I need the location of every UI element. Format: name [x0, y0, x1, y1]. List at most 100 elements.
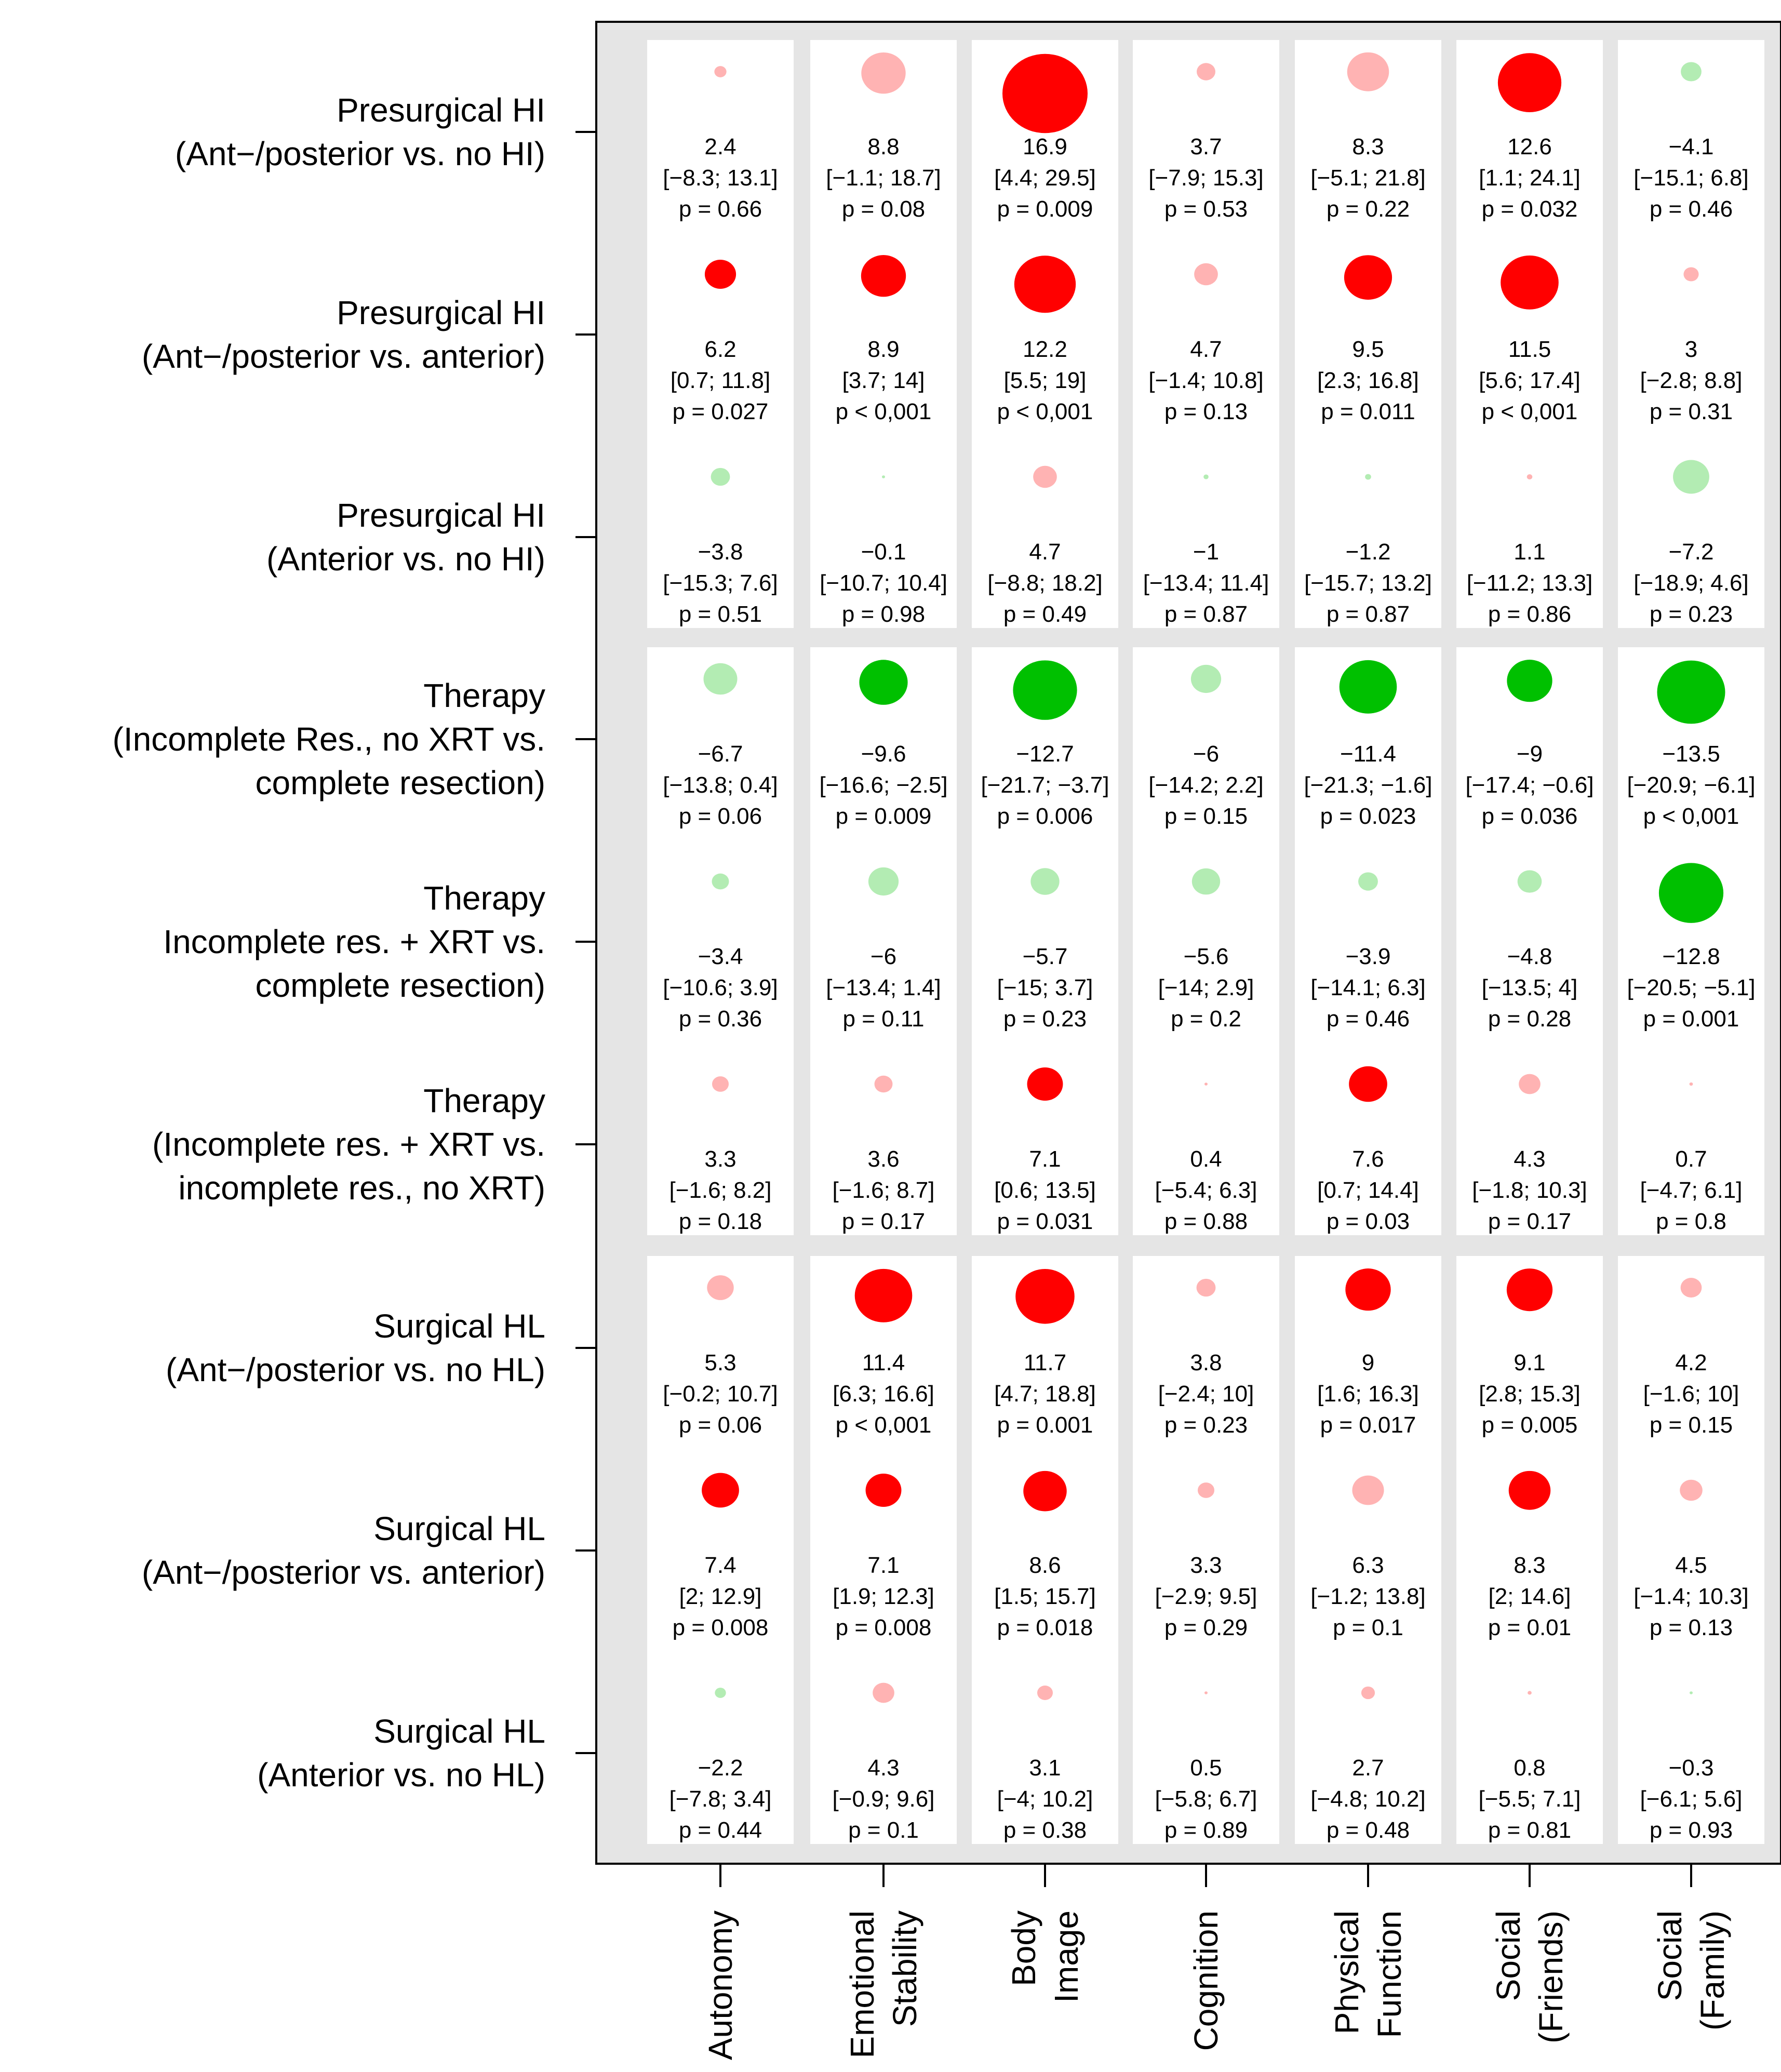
estimate-label: 3.7 [1190, 134, 1222, 159]
effect-bubble [1526, 474, 1533, 479]
effect-bubble [1204, 1691, 1208, 1694]
p-value-label: p = 0.13 [1164, 399, 1248, 424]
estimate-label: −0.1 [861, 539, 906, 565]
cell-strip [1456, 1256, 1603, 1844]
effect-bubble [1002, 54, 1088, 133]
ci-label: [−11.2; 13.3] [1467, 570, 1593, 596]
ci-label: [−4.7; 6.1] [1640, 1178, 1743, 1203]
estimate-label: −1 [1193, 539, 1219, 565]
p-value-label: p = 0.001 [997, 1412, 1093, 1438]
ci-label: [6.3; 16.6] [833, 1381, 934, 1407]
ci-label: [−21.3; −1.6] [1304, 772, 1432, 798]
row-label: Presurgical HI [337, 294, 545, 331]
estimate-label: 12.6 [1507, 134, 1552, 159]
ci-label: [−2.9; 9.5] [1155, 1584, 1257, 1609]
ci-label: [−18.9; 4.6] [1633, 570, 1748, 596]
ci-label: [−7.8; 3.4] [669, 1786, 772, 1812]
column-label: Image [1048, 1910, 1085, 2003]
estimate-label: 1.1 [1514, 539, 1545, 565]
estimate-label: 0.8 [1514, 1755, 1545, 1781]
p-value-label: p = 0.15 [1650, 1412, 1733, 1438]
cell-strip [1618, 647, 1764, 1235]
ci-label: [0.7; 11.8] [671, 368, 770, 393]
column-label: (Family) [1694, 1910, 1731, 2030]
ci-label: [−2.8; 8.8] [1640, 368, 1743, 393]
effect-bubble [1347, 52, 1389, 91]
effect-bubble [1191, 868, 1221, 895]
p-value-label: p = 0.11 [843, 1006, 925, 1032]
effect-bubble [1014, 256, 1076, 313]
effect-bubble [859, 660, 908, 705]
effect-bubble [1030, 868, 1060, 895]
cell-strip [1295, 647, 1441, 1235]
ci-label: [−5.5; 7.1] [1479, 1786, 1581, 1812]
p-value-label: p = 0.08 [842, 196, 925, 222]
estimate-label: 7.6 [1352, 1146, 1384, 1172]
p-value-label: p = 0.29 [1164, 1615, 1248, 1640]
estimate-label: 3.1 [1029, 1755, 1061, 1781]
p-value-label: p = 0.03 [1327, 1209, 1410, 1234]
effect-bubble [1657, 660, 1725, 724]
estimate-label: 6.2 [704, 337, 736, 362]
cell-strip [1456, 40, 1603, 628]
effect-bubble [861, 52, 906, 94]
row-label: (Anterior vs. no HI) [266, 540, 545, 578]
effect-bubble [1344, 255, 1392, 300]
estimate-label: 4.3 [867, 1755, 899, 1781]
effect-bubble [1517, 870, 1542, 893]
estimate-label: −2.2 [698, 1755, 743, 1781]
effect-bubble [1673, 460, 1709, 494]
ci-label: [1.1; 24.1] [1479, 165, 1581, 191]
effect-bubble [1196, 1278, 1216, 1297]
ci-label: [−14; 2.9] [1158, 975, 1254, 1000]
ci-label: [1.9; 12.3] [833, 1584, 934, 1609]
row-label: complete resection) [256, 764, 545, 801]
p-value-label: p = 0.13 [1650, 1615, 1733, 1640]
ci-label: [−1.1; 18.7] [826, 165, 941, 191]
effect-bubble [1352, 1475, 1384, 1505]
p-value-label: p = 0.032 [1482, 196, 1578, 222]
p-value-label: p = 0.1 [1333, 1615, 1403, 1640]
ci-label: [−1.4; 10.3] [1633, 1584, 1748, 1609]
p-value-label: p = 0.38 [1003, 1817, 1087, 1843]
row-label: Presurgical HI [337, 91, 545, 129]
effect-bubble [1197, 63, 1215, 81]
effect-bubble [714, 66, 727, 77]
p-value-label: p = 0.15 [1164, 804, 1248, 829]
p-value-label: p = 0.31 [1650, 399, 1733, 424]
effect-bubble [1033, 465, 1057, 488]
estimate-label: 3.6 [867, 1146, 899, 1172]
p-value-label: p = 0.46 [1327, 1006, 1410, 1032]
ci-label: [−10.7; 10.4] [820, 570, 947, 596]
ci-label: [−14.2; 2.2] [1148, 772, 1263, 798]
effect-bubble [1528, 1691, 1532, 1695]
p-value-label: p = 0.018 [997, 1615, 1093, 1640]
p-value-label: p = 0.06 [679, 1412, 762, 1438]
effect-bubble [715, 1688, 726, 1698]
cell-strip [972, 1256, 1118, 1844]
cell-strip [1618, 1256, 1764, 1844]
estimate-label: 5.3 [704, 1350, 736, 1375]
effect-bubble [1681, 62, 1702, 82]
p-value-label: p < 0,001 [836, 1412, 932, 1438]
estimate-label: −5.7 [1023, 944, 1068, 969]
effect-bubble [1194, 263, 1218, 286]
effect-bubble [1197, 1482, 1215, 1498]
estimate-label: 8.9 [867, 337, 899, 362]
ci-label: [−1.8; 10.3] [1472, 1178, 1587, 1203]
p-value-label: p = 0.008 [673, 1615, 769, 1640]
column-label: Body [1005, 1910, 1042, 1986]
estimate-label: 4.3 [1514, 1146, 1545, 1172]
p-value-label: p = 0.01 [1488, 1615, 1571, 1640]
cell-strip [647, 1256, 794, 1844]
effect-bubble [702, 1473, 739, 1508]
cell-strip [810, 1256, 957, 1844]
p-value-label: p = 0.011 [1321, 399, 1415, 424]
p-value-label: p = 0.2 [1171, 1006, 1241, 1032]
effect-bubble [865, 1473, 902, 1507]
cell-strip [647, 647, 794, 1235]
column-label: Social [1651, 1910, 1689, 2001]
p-value-label: p = 0.23 [1164, 1412, 1248, 1438]
effect-bubble [1501, 255, 1559, 310]
row-label: (Ant−/posterior vs. no HL) [166, 1351, 545, 1388]
